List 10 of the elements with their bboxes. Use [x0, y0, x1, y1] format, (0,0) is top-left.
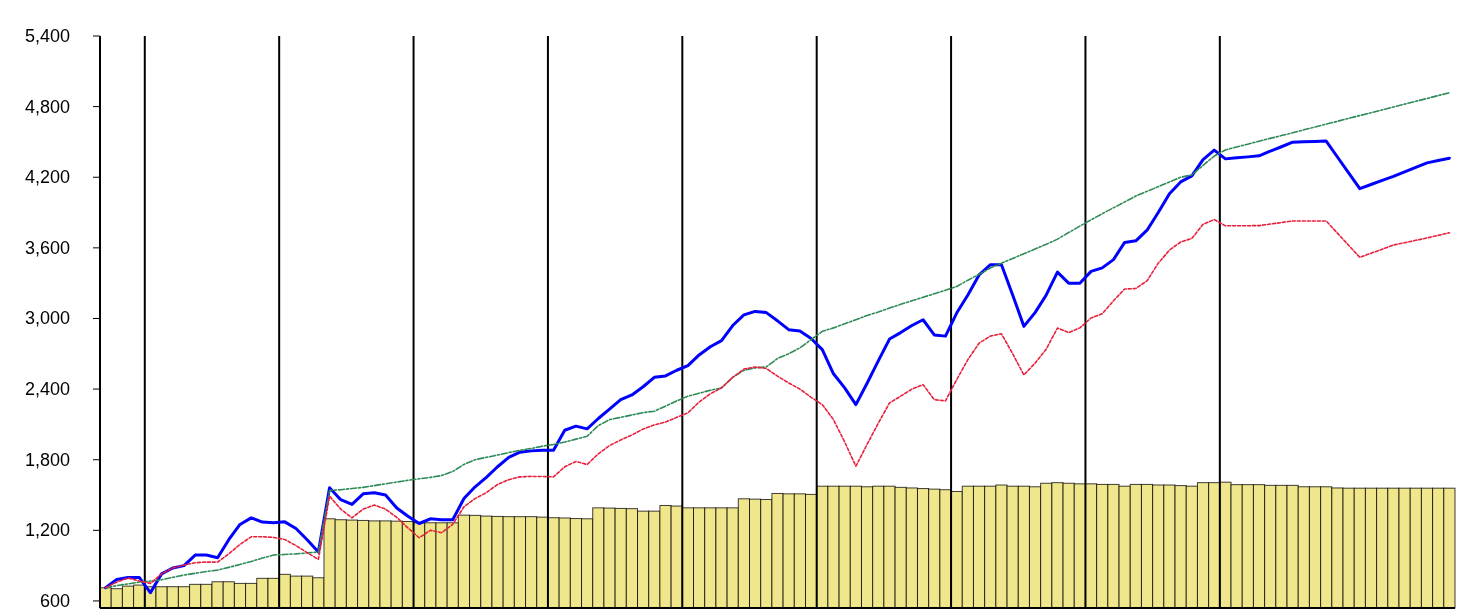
y-tick-label: 3,000 — [24, 308, 70, 329]
line-series — [104, 218, 1451, 589]
y-tick-label: 2,400 — [24, 379, 70, 400]
y-tick-label: 1,800 — [24, 449, 70, 470]
y-tick-label: 1,200 — [24, 520, 70, 541]
y-tick-label: 4,200 — [24, 167, 70, 188]
y-tick-label: 4,800 — [24, 96, 70, 117]
y-tick-label: 600 — [39, 590, 70, 611]
y-tick-label: 5,400 — [24, 26, 70, 46]
y-tick-label: 3,600 — [24, 237, 70, 258]
